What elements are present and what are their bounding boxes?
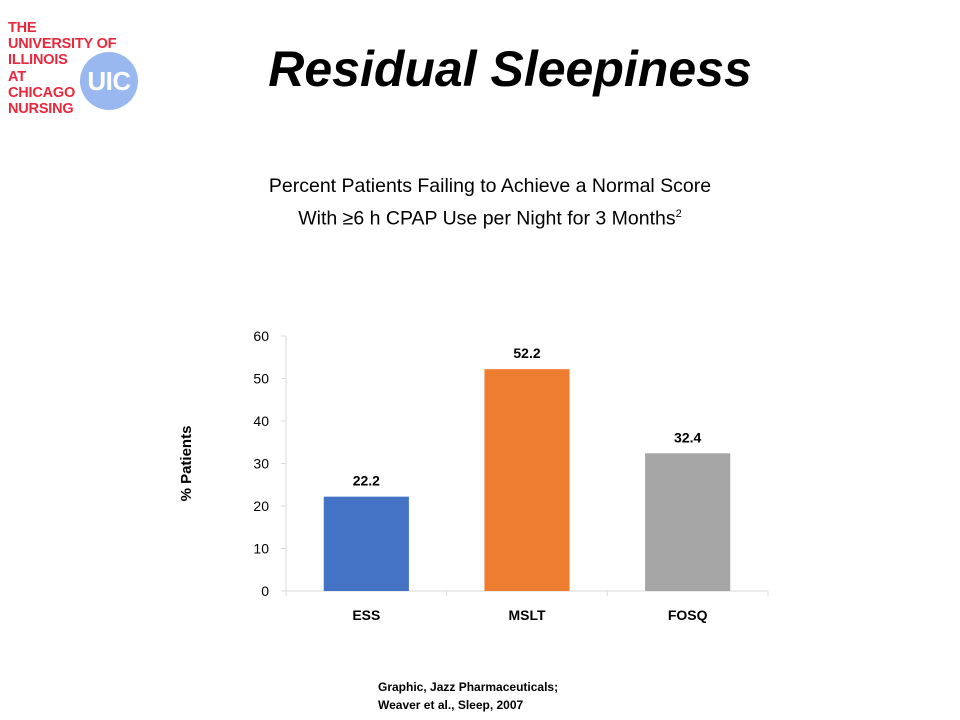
y-tick-label: 10	[253, 541, 269, 557]
logo-wordmark: THE UNIVERSITY OF ILLINOIS AT CHICAGO NU…	[8, 20, 117, 118]
uic-nursing-logo: THE UNIVERSITY OF ILLINOIS AT CHICAGO NU…	[8, 20, 143, 120]
uic-badge: UIC	[80, 52, 138, 110]
source-line: Weaver et al., Sleep, 2007	[378, 698, 524, 712]
logo-line: CHICAGO	[8, 84, 76, 101]
chart-bars	[323, 369, 731, 591]
y-tick-label: 20	[253, 498, 269, 514]
bar-mslt	[484, 369, 570, 591]
bar-fosq	[645, 453, 731, 591]
logo-line: UNIVERSITY OF	[8, 36, 117, 53]
logo-line: ILLINOIS	[8, 52, 68, 69]
x-category-label: ESS	[352, 607, 380, 623]
chart-subtitle: Percent Patients Failing to Achieve a No…	[260, 172, 720, 233]
data-label: 32.4	[674, 429, 701, 445]
logo-line: THE	[8, 20, 37, 36]
data-label: 22.2	[353, 473, 380, 489]
slide-title: Residual Sleepiness	[268, 41, 752, 97]
chart-subtitle-text: Percent Patients Failing to Achieve a No…	[268, 175, 712, 230]
bar-ess	[323, 496, 409, 591]
logo-line: NURSING	[8, 101, 74, 118]
y-tick-label: 30	[253, 456, 269, 472]
y-tick-label: 0	[261, 583, 269, 599]
data-label: 52.2	[513, 345, 540, 361]
y-axis-title: % Patients	[178, 426, 195, 502]
uic-badge-text: UIC	[87, 65, 131, 96]
citation-superscript: 2	[675, 208, 682, 220]
y-tick-label: 60	[253, 328, 269, 344]
y-tick-label: 40	[253, 413, 269, 429]
chart-labels: 0 10 20 30 40 50 60 % Patients 22.2 ESS 52.2 MSLT 32…	[178, 328, 708, 623]
y-tick-label: 50	[253, 371, 269, 387]
source-line: Graphic, Jazz Pharmaceuticals;	[378, 680, 559, 694]
source-citation: Graphic, Jazz Pharmaceuticals; Weaver et…	[378, 678, 558, 714]
x-category-label: MSLT	[508, 607, 546, 623]
x-category-label: FOSQ	[668, 607, 708, 623]
logo-line: AT	[8, 68, 26, 85]
